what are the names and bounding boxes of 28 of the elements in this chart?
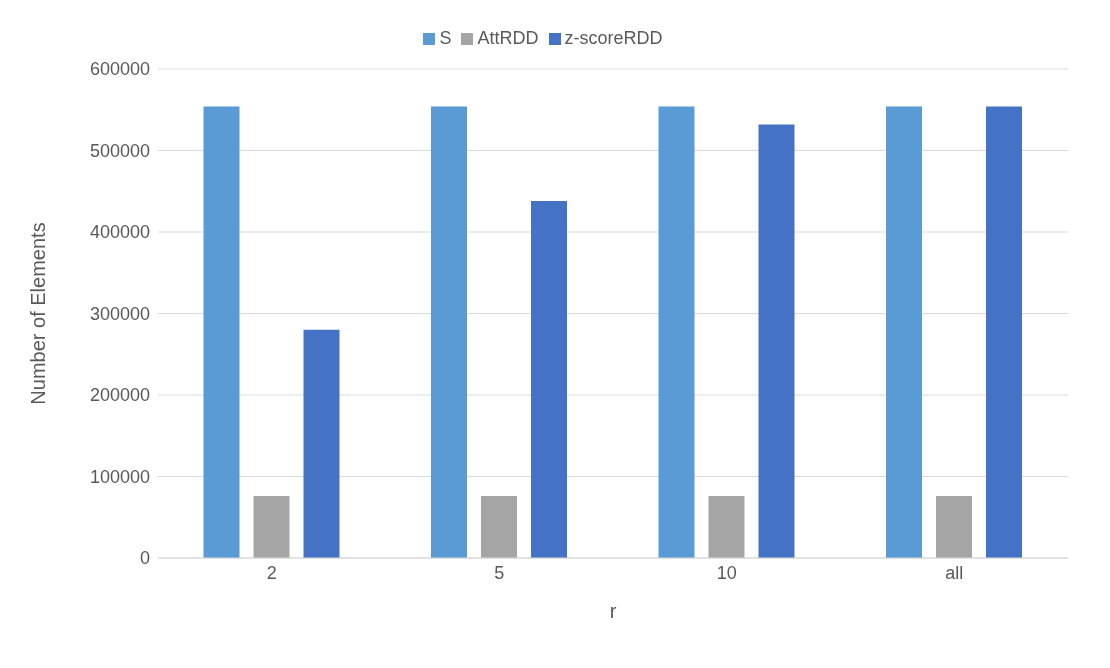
legend-label: z-scoreRDD (564, 28, 663, 48)
y-tick-label: 0 (139, 548, 150, 569)
x-tick-label: all (945, 562, 964, 583)
x-tick-label: 10 (716, 562, 737, 583)
y-tick-label: 600000 (89, 59, 150, 80)
bar (658, 106, 695, 558)
bar (253, 496, 290, 558)
bar (886, 106, 922, 558)
bar (303, 329, 340, 558)
x-tick-label: 5 (494, 562, 505, 583)
y-tick-label: 300000 (89, 303, 150, 324)
bar (431, 106, 467, 558)
y-tick-label: 400000 (89, 222, 150, 243)
x-axis-title: r (609, 600, 617, 622)
bar (936, 496, 972, 558)
y-tick-label: 500000 (89, 140, 150, 161)
x-tick-label: 2 (266, 562, 277, 583)
bar (708, 496, 745, 558)
bar (203, 106, 240, 558)
y-tick-label: 100000 (89, 466, 150, 487)
y-axis-title: Number of Elements (27, 222, 50, 405)
bar (986, 106, 1022, 558)
bar (481, 496, 517, 558)
legend-label: S (439, 28, 452, 48)
bar (758, 124, 795, 558)
bar (531, 201, 567, 558)
legend-label: AttRDD (477, 28, 539, 48)
y-tick-label: 200000 (89, 385, 150, 406)
